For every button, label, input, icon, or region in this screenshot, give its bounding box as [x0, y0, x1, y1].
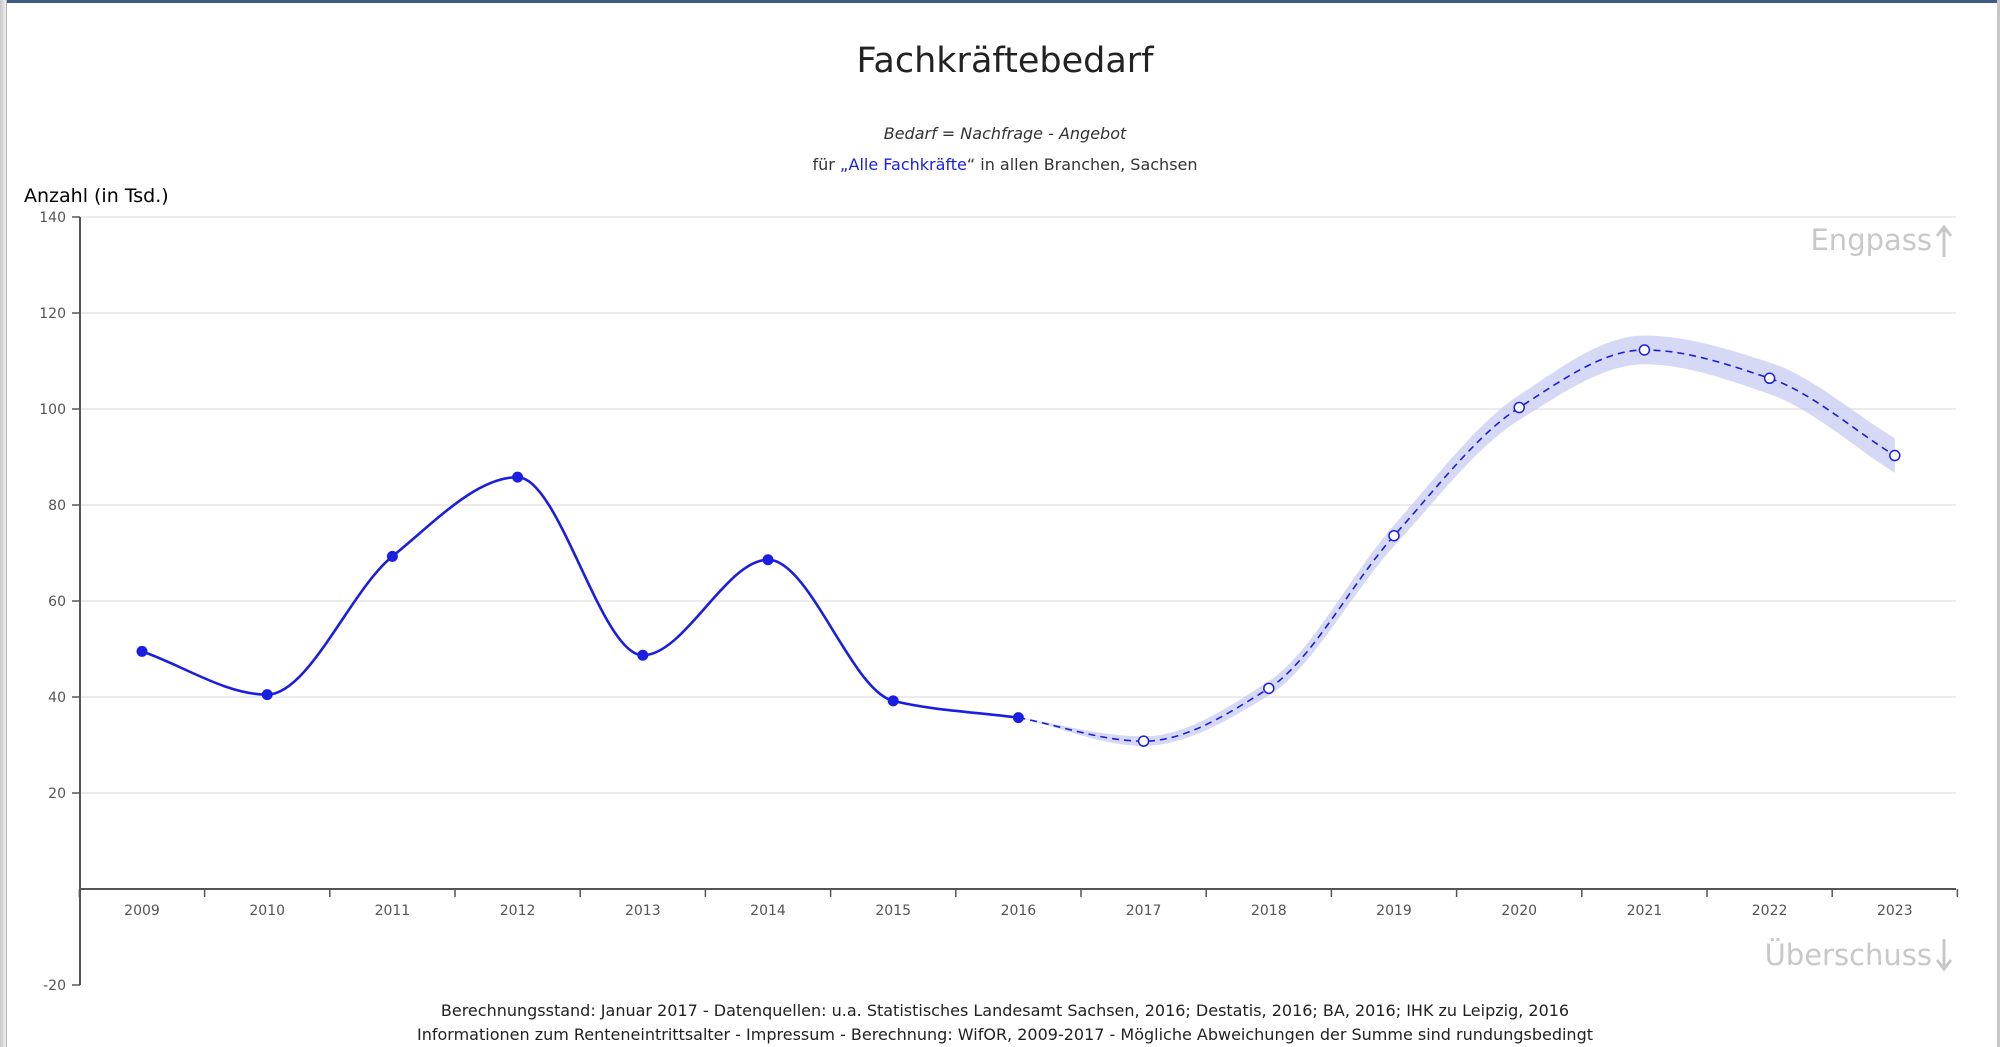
forecast-data-point	[1137, 735, 1150, 747]
x-tick-label: 2011	[375, 903, 411, 919]
forecast-series-line	[1018, 349, 1896, 742]
window-top-border	[0, 0, 2000, 3]
x-tick-label: 2015	[875, 903, 911, 919]
x-tick-label: 2013	[625, 903, 661, 919]
window-right-border	[1997, 0, 2000, 1047]
chart-subtitle: Bedarf = Nachfrage - Angebot	[884, 124, 1127, 143]
x-tick-label: 2010	[249, 903, 285, 919]
axes	[72, 216, 1959, 986]
y-tick-label: 60	[48, 594, 66, 610]
y-tick-label: 20	[48, 786, 66, 802]
footer-links[interactable]: Informationen zum Renteneintrittsalter -…	[417, 1025, 1593, 1044]
actual-data-point	[512, 471, 524, 483]
x-tick-label: 2022	[1752, 903, 1788, 919]
x-tick-label: 2019	[1376, 903, 1412, 919]
forecast-data-point	[1889, 449, 1901, 462]
forecast-data-point	[1263, 682, 1275, 695]
series-lines	[141, 349, 1896, 742]
arrow-down-icon	[1935, 939, 1953, 972]
y-tick-label: 40	[48, 690, 66, 706]
x-tick-label: 2012	[500, 903, 536, 919]
subtitle-link[interactable]: Alle Fachkräfte	[849, 155, 967, 174]
y-tick-label: -20	[43, 978, 66, 994]
forecast-data-point	[1513, 401, 1525, 414]
actual-data-point	[386, 550, 398, 562]
actual-data-point	[1012, 712, 1024, 724]
subtitle-suffix: in allen Branchen, Sachsen	[975, 155, 1197, 174]
y-tick-label: 120	[39, 306, 66, 322]
actual-data-point	[887, 695, 899, 707]
window-left-border	[0, 0, 7, 1047]
x-tick-label: 2020	[1501, 903, 1537, 919]
tick-labels: 140 120 100 80 60 40 20 -20 2009 2010 2011 2012 2013…	[39, 210, 1912, 994]
x-tick-label: 2014	[750, 903, 786, 919]
footer-sources: Berechnungsstand: Januar 2017 - Datenque…	[441, 1001, 1569, 1020]
forecast-data-point	[1388, 529, 1400, 542]
x-tick-label: 2021	[1627, 903, 1663, 919]
actual-data-point	[261, 689, 273, 701]
chart-title: Fachkräftebedarf	[857, 41, 1155, 81]
y-tick-label: 140	[39, 210, 66, 226]
arrow-up-icon	[1935, 224, 1953, 257]
x-tick-label: 2018	[1251, 903, 1287, 919]
forecast-data-point	[1638, 344, 1651, 356]
forecast-data-point	[1763, 372, 1776, 385]
x-tick-label: 2016	[1001, 903, 1037, 919]
grid-lines	[80, 216, 1956, 794]
data-points	[136, 344, 1901, 747]
y-axis-label: Anzahl (in Tsd.)	[24, 185, 169, 207]
chart-subtitle-2: für „Alle Fachkräfte“ in allen Branchen,…	[812, 155, 1197, 174]
ueberschuss-label: Überschuss	[1765, 938, 1932, 972]
subtitle-close-quote: “	[967, 155, 975, 174]
y-tick-label: 100	[39, 402, 66, 418]
forecast-band	[1018, 335, 1895, 746]
x-tick-label: 2023	[1877, 903, 1913, 919]
subtitle-open-quote: „	[840, 155, 849, 174]
y-tick-label: 80	[48, 498, 66, 514]
actual-series-line	[141, 475, 1019, 719]
engpass-annotation: Engpass	[1810, 223, 1953, 257]
actual-data-point	[762, 554, 774, 566]
x-tick-label: 2009	[124, 903, 160, 919]
x-tick-label: 2017	[1126, 903, 1162, 919]
actual-data-point	[136, 645, 148, 657]
ueberschuss-annotation: Überschuss	[1765, 938, 1953, 972]
actual-data-point	[637, 649, 649, 661]
engpass-label: Engpass	[1810, 223, 1932, 257]
subtitle-prefix: für	[812, 155, 839, 174]
forecast-band-layer	[1018, 335, 1895, 746]
